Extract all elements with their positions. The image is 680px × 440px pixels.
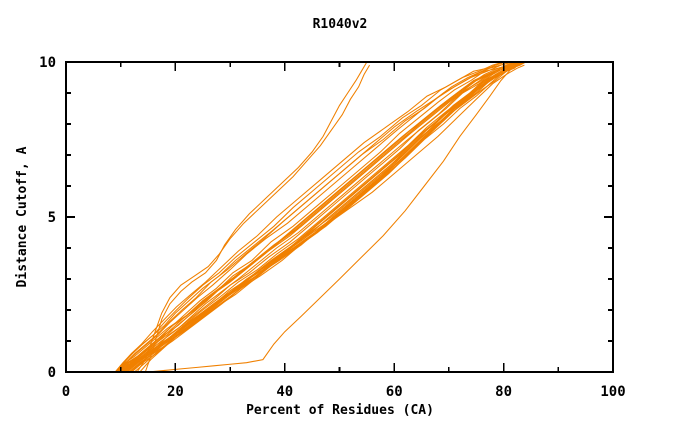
- x-tick-label: 40: [276, 384, 293, 400]
- series-line: [114, 61, 521, 373]
- y-tick-label: 0: [48, 365, 56, 381]
- chart-title: R1040v2: [313, 17, 368, 32]
- x-tick-label: 0: [62, 384, 70, 400]
- x-tick-label: 80: [495, 384, 512, 400]
- series-line: [120, 61, 526, 373]
- series-line: [116, 61, 526, 373]
- series-layer: [114, 61, 531, 373]
- axis-tick-labels: 0 20 40 60 80 100 0 5 10: [39, 55, 626, 400]
- series-line: [144, 61, 368, 373]
- x-axis-label: Percent of Residues (CA): [246, 403, 434, 418]
- x-tick-label: 60: [386, 384, 403, 400]
- series-line: [126, 61, 528, 373]
- series-line: [122, 61, 527, 373]
- series-line: [121, 61, 527, 373]
- x-tick-label: 20: [167, 384, 184, 400]
- series-line: [130, 61, 530, 373]
- series-line: [117, 61, 522, 373]
- series-line: [136, 64, 371, 373]
- y-tick-label: 10: [39, 55, 56, 71]
- axis-ticks: [65, 61, 614, 373]
- y-axis-label: Distance Cutoff, A: [15, 146, 30, 287]
- y-tick-label: 5: [48, 210, 56, 226]
- series-line: [148, 64, 515, 373]
- x-tick-label: 100: [600, 384, 625, 400]
- series-line: [134, 61, 530, 373]
- series-line: [115, 61, 521, 373]
